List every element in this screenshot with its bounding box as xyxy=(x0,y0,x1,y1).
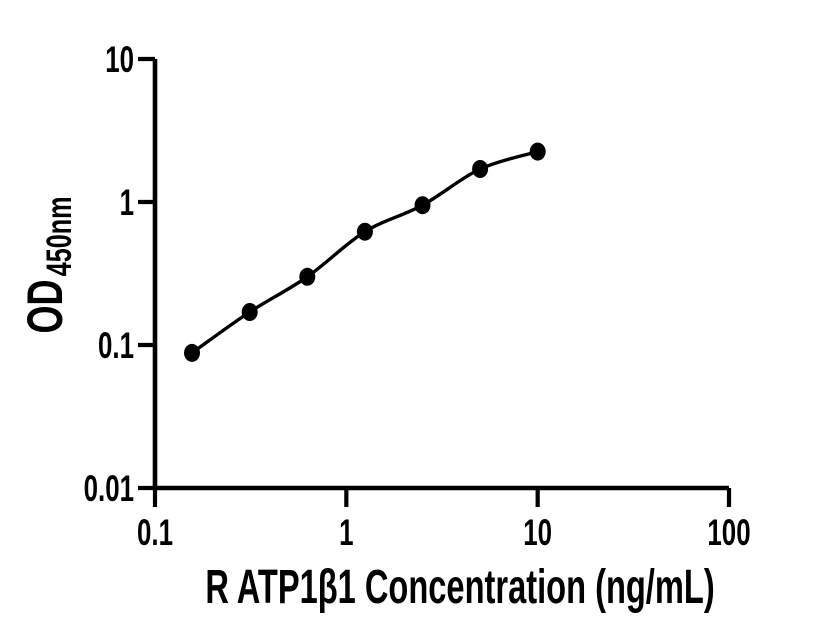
y-axis-tick-label: 0.1 xyxy=(98,324,134,366)
x-axis-tick-label: 100 xyxy=(707,511,750,553)
x-axis-tick-label: 1 xyxy=(339,511,353,553)
y-axis-tick-label-text: 0.01 xyxy=(84,467,134,509)
y-axis-tick-label-text: 0.1 xyxy=(98,324,134,366)
y-axis-title: OD 450nm xyxy=(18,196,79,333)
data-point-marker xyxy=(472,160,489,178)
x-axis-tick-label-text: 0.1 xyxy=(137,511,173,553)
data-point-marker xyxy=(299,267,316,286)
x-axis-tick-label-text: 100 xyxy=(707,511,750,553)
x-axis-title-text: R ATP1β1 Concentration (ng/mL) xyxy=(205,560,714,614)
x-axis-title: R ATP1β1 Concentration (ng/mL) xyxy=(205,560,714,614)
data-point-marker xyxy=(414,196,431,215)
data-point-marker xyxy=(241,303,258,321)
data-point-marker xyxy=(184,343,200,362)
y-axis-tick-label: 1 xyxy=(120,181,134,223)
y-axis-title-subscript: 450nm xyxy=(40,196,79,276)
x-axis-tick-label-text: 1 xyxy=(339,511,353,553)
axis-lines xyxy=(152,59,729,491)
standard-curve-line xyxy=(191,149,539,355)
y-axis-title-main: OD xyxy=(18,280,73,334)
x-axis-tick-label: 0.1 xyxy=(137,511,173,553)
x-axis-tick-label: 10 xyxy=(523,511,552,553)
y-axis-tick-label: 0.01 xyxy=(84,467,134,509)
y-axis-title-text: OD 450nm xyxy=(18,196,79,333)
data-point-marker xyxy=(356,222,373,241)
y-axis-tick-label-text: 10 xyxy=(105,38,134,80)
y-axis-tick-label: 10 xyxy=(105,38,134,80)
data-point-marker xyxy=(529,142,546,161)
x-axis-tick-label-text: 10 xyxy=(523,511,552,553)
y-axis-tick-label-text: 1 xyxy=(120,181,134,223)
